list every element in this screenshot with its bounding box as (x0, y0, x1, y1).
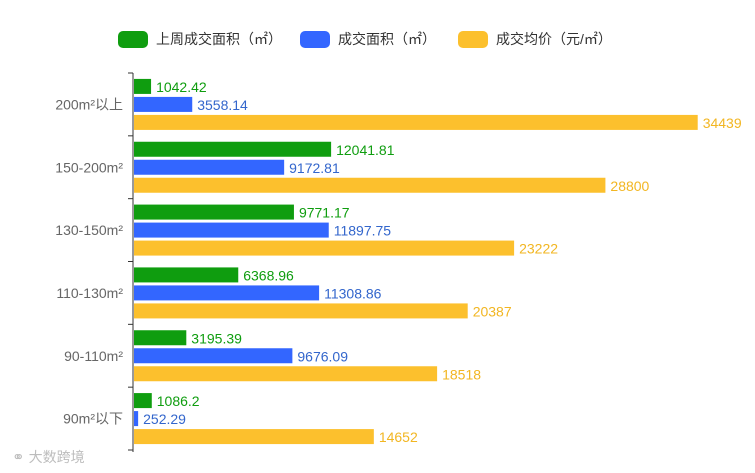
data-label: 1086.2 (157, 393, 200, 409)
legend-item-0[interactable]: 上周成交面积（㎡） (118, 28, 282, 50)
data-label: 6368.96 (243, 267, 294, 283)
y-tick-label: 90m²以下 (63, 411, 123, 427)
bar-series-2[interactable] (134, 303, 468, 319)
bar-series-0[interactable] (134, 78, 152, 94)
bar-series-0[interactable] (134, 330, 187, 346)
bar-series-0[interactable] (134, 141, 332, 157)
y-tick-label: 90-110m² (64, 348, 123, 364)
data-label: 9676.09 (297, 348, 348, 364)
data-label: 11897.75 (334, 223, 392, 239)
legend-item-2[interactable]: 成交均价（元/㎡） (458, 28, 612, 50)
data-label: 12041.81 (336, 142, 395, 158)
bar-series-0[interactable] (134, 393, 152, 409)
bar-series-2[interactable] (134, 429, 374, 445)
bar-series-2[interactable] (134, 366, 438, 382)
legend-label: 上周成交面积（㎡） (156, 31, 282, 47)
data-label: 28800 (610, 178, 649, 194)
bar-series-1[interactable] (134, 348, 293, 364)
watermark: ⚭ 大数跨境 (12, 447, 85, 467)
y-tick-label: 130-150m² (55, 222, 123, 238)
bar-series-1[interactable] (134, 222, 329, 238)
data-label: 9771.17 (299, 205, 350, 221)
bar-series-2[interactable] (134, 114, 698, 130)
bar-series-1[interactable] (134, 285, 320, 301)
legend-swatch (118, 30, 148, 48)
bar-series-1[interactable] (134, 96, 193, 112)
legend-swatch (300, 30, 330, 48)
data-label: 1042.42 (156, 79, 207, 95)
bar-series-0[interactable] (134, 267, 239, 283)
data-label: 34439 (703, 115, 742, 131)
bar-series-2[interactable] (134, 240, 515, 256)
y-tick-label: 150-200m² (55, 159, 123, 175)
logo-icon: ⚭ (12, 449, 25, 466)
data-label: 20387 (473, 303, 512, 319)
data-label: 3195.39 (191, 330, 242, 346)
legend-item-1[interactable]: 成交面积（㎡） (300, 28, 436, 50)
bar-series-0[interactable] (134, 204, 294, 220)
bar-series-2[interactable] (134, 177, 606, 193)
y-tick-label: 110-130m² (56, 285, 123, 301)
data-label: 23222 (519, 241, 558, 257)
data-label: 9172.81 (289, 160, 340, 176)
bar-series-1[interactable] (134, 411, 139, 427)
bar-series-1[interactable] (134, 159, 285, 175)
legend-label: 成交面积（㎡） (338, 31, 436, 47)
legend-label: 成交均价（元/㎡） (496, 31, 612, 47)
chart-legend: 上周成交面积（㎡） 成交面积（㎡） 成交均价（元/㎡） (0, 24, 755, 54)
y-tick-label: 200m²以上 (55, 96, 123, 112)
data-label: 11308.86 (324, 285, 382, 301)
watermark-text: 大数跨境 (28, 449, 85, 465)
data-label: 18518 (442, 366, 481, 382)
data-label: 3558.14 (197, 97, 248, 113)
legend-swatch (458, 30, 488, 48)
data-label: 14652 (379, 429, 418, 445)
data-label: 252.29 (143, 411, 186, 427)
